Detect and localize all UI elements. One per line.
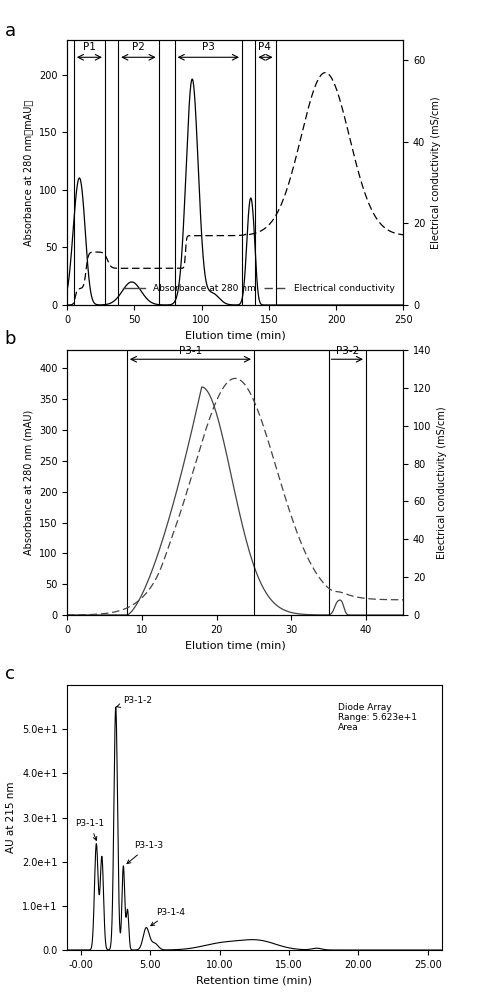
Text: c: c: [5, 665, 15, 683]
Text: P3: P3: [202, 42, 215, 52]
Text: P4: P4: [258, 42, 271, 52]
Text: a: a: [5, 22, 16, 40]
Text: P1: P1: [83, 42, 96, 52]
Text: P2: P2: [132, 42, 145, 52]
Y-axis label: Absorbance at 280 nm（mAU）: Absorbance at 280 nm（mAU）: [24, 99, 34, 246]
Text: P3-1-2: P3-1-2: [117, 696, 152, 707]
Y-axis label: Electrical conductivity (mS/cm): Electrical conductivity (mS/cm): [431, 96, 441, 249]
Text: P3-1-1: P3-1-1: [75, 819, 105, 840]
Legend: Absorbance at 280 nm, Electrical conductivity: Absorbance at 280 nm, Electrical conduct…: [119, 280, 399, 297]
Y-axis label: Electrical conductivity (mS/cm): Electrical conductivity (mS/cm): [437, 406, 447, 559]
Text: P3-1-3: P3-1-3: [127, 841, 163, 864]
X-axis label: Retention time (min): Retention time (min): [196, 975, 312, 985]
Text: P3-1-4: P3-1-4: [151, 908, 185, 926]
Text: P3-1: P3-1: [179, 346, 202, 356]
Text: Diode Array
Range: 5.623e+1
Area: Diode Array Range: 5.623e+1 Area: [337, 703, 417, 732]
Y-axis label: Absorbance at 280 nm (mAU): Absorbance at 280 nm (mAU): [24, 410, 33, 555]
Text: b: b: [5, 330, 16, 348]
Text: P3-2: P3-2: [336, 346, 359, 356]
Y-axis label: AU at 215 nm: AU at 215 nm: [6, 782, 16, 853]
X-axis label: Elution time (min): Elution time (min): [185, 640, 286, 650]
X-axis label: Elution time (min): Elution time (min): [185, 330, 286, 340]
